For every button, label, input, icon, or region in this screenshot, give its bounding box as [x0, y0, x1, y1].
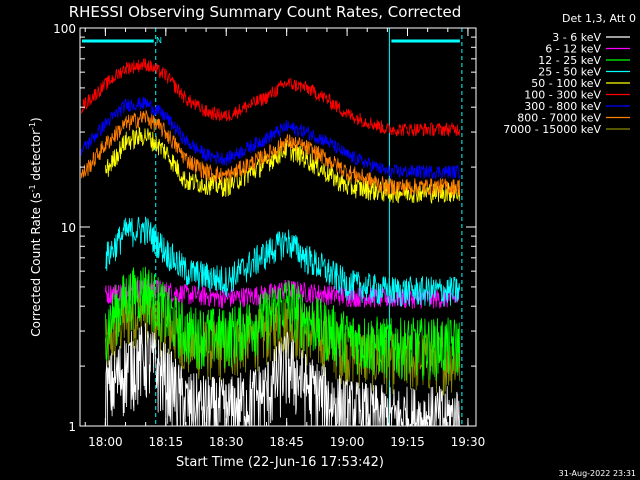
legend-title: Det 1,3, Att 0	[562, 12, 636, 25]
x-axis-label: Start Time (22-Jun-16 17:53:42)	[176, 455, 384, 470]
legend-label: 25 - 50 keV	[538, 66, 601, 79]
y-axis-label-end: )	[29, 117, 43, 122]
legend-label: 7000 - 15000 keV	[503, 123, 601, 136]
legend-label: 12 - 25 keV	[538, 54, 601, 67]
plot-timestamp: 31-Aug-2022 23:31	[559, 469, 636, 478]
x-tick-label: 18:00	[88, 435, 123, 449]
x-tick-label: 18:15	[149, 435, 184, 449]
x-axis: 18:00 18:15 18:30 18:45 19:00 19:15 19:30	[84, 28, 486, 449]
series-line-0	[105, 323, 461, 428]
y-axis-label-sup2: -1	[28, 122, 37, 130]
y-axis-label: Corrected Count Rate (s-1 detector-1)	[28, 117, 43, 336]
legend-label: 100 - 300 keV	[524, 89, 601, 102]
x-tick-label: 18:45	[269, 435, 304, 449]
y-axis-label-sup1: -1	[28, 184, 37, 192]
series-line-4	[105, 126, 461, 205]
chart-title: RHESSI Observing Summary Count Rates, Co…	[69, 3, 462, 21]
night-flag-label: N	[156, 36, 162, 45]
legend-label: 3 - 6 keV	[552, 31, 601, 44]
legend-label: 800 - 7000 keV	[517, 112, 601, 125]
legend-label: 50 - 100 keV	[531, 77, 601, 90]
x-tick-label: 19:15	[390, 435, 425, 449]
x-tick-label: 19:00	[330, 435, 365, 449]
y-axis-label-mid: detector	[29, 130, 43, 185]
y-axis-label-main: Corrected Count Rate (s	[29, 192, 43, 336]
y-tick-label: 1	[68, 420, 76, 434]
legend-label: 6 - 12 keV	[545, 43, 601, 56]
series-line-3	[105, 216, 461, 307]
series-layer	[80, 58, 461, 428]
y-tick-label: 100	[53, 22, 76, 36]
x-tick-label: 18:30	[209, 435, 244, 449]
series-line-7	[80, 109, 461, 196]
legend-label: 300 - 800 keV	[524, 100, 601, 113]
x-tick-label: 19:30	[451, 435, 486, 449]
series-line-5	[81, 58, 461, 137]
series-line-2	[105, 266, 461, 381]
y-tick-label: 10	[61, 221, 76, 235]
series-line-6	[80, 96, 461, 180]
y-axis: 1 10 100	[53, 22, 476, 434]
